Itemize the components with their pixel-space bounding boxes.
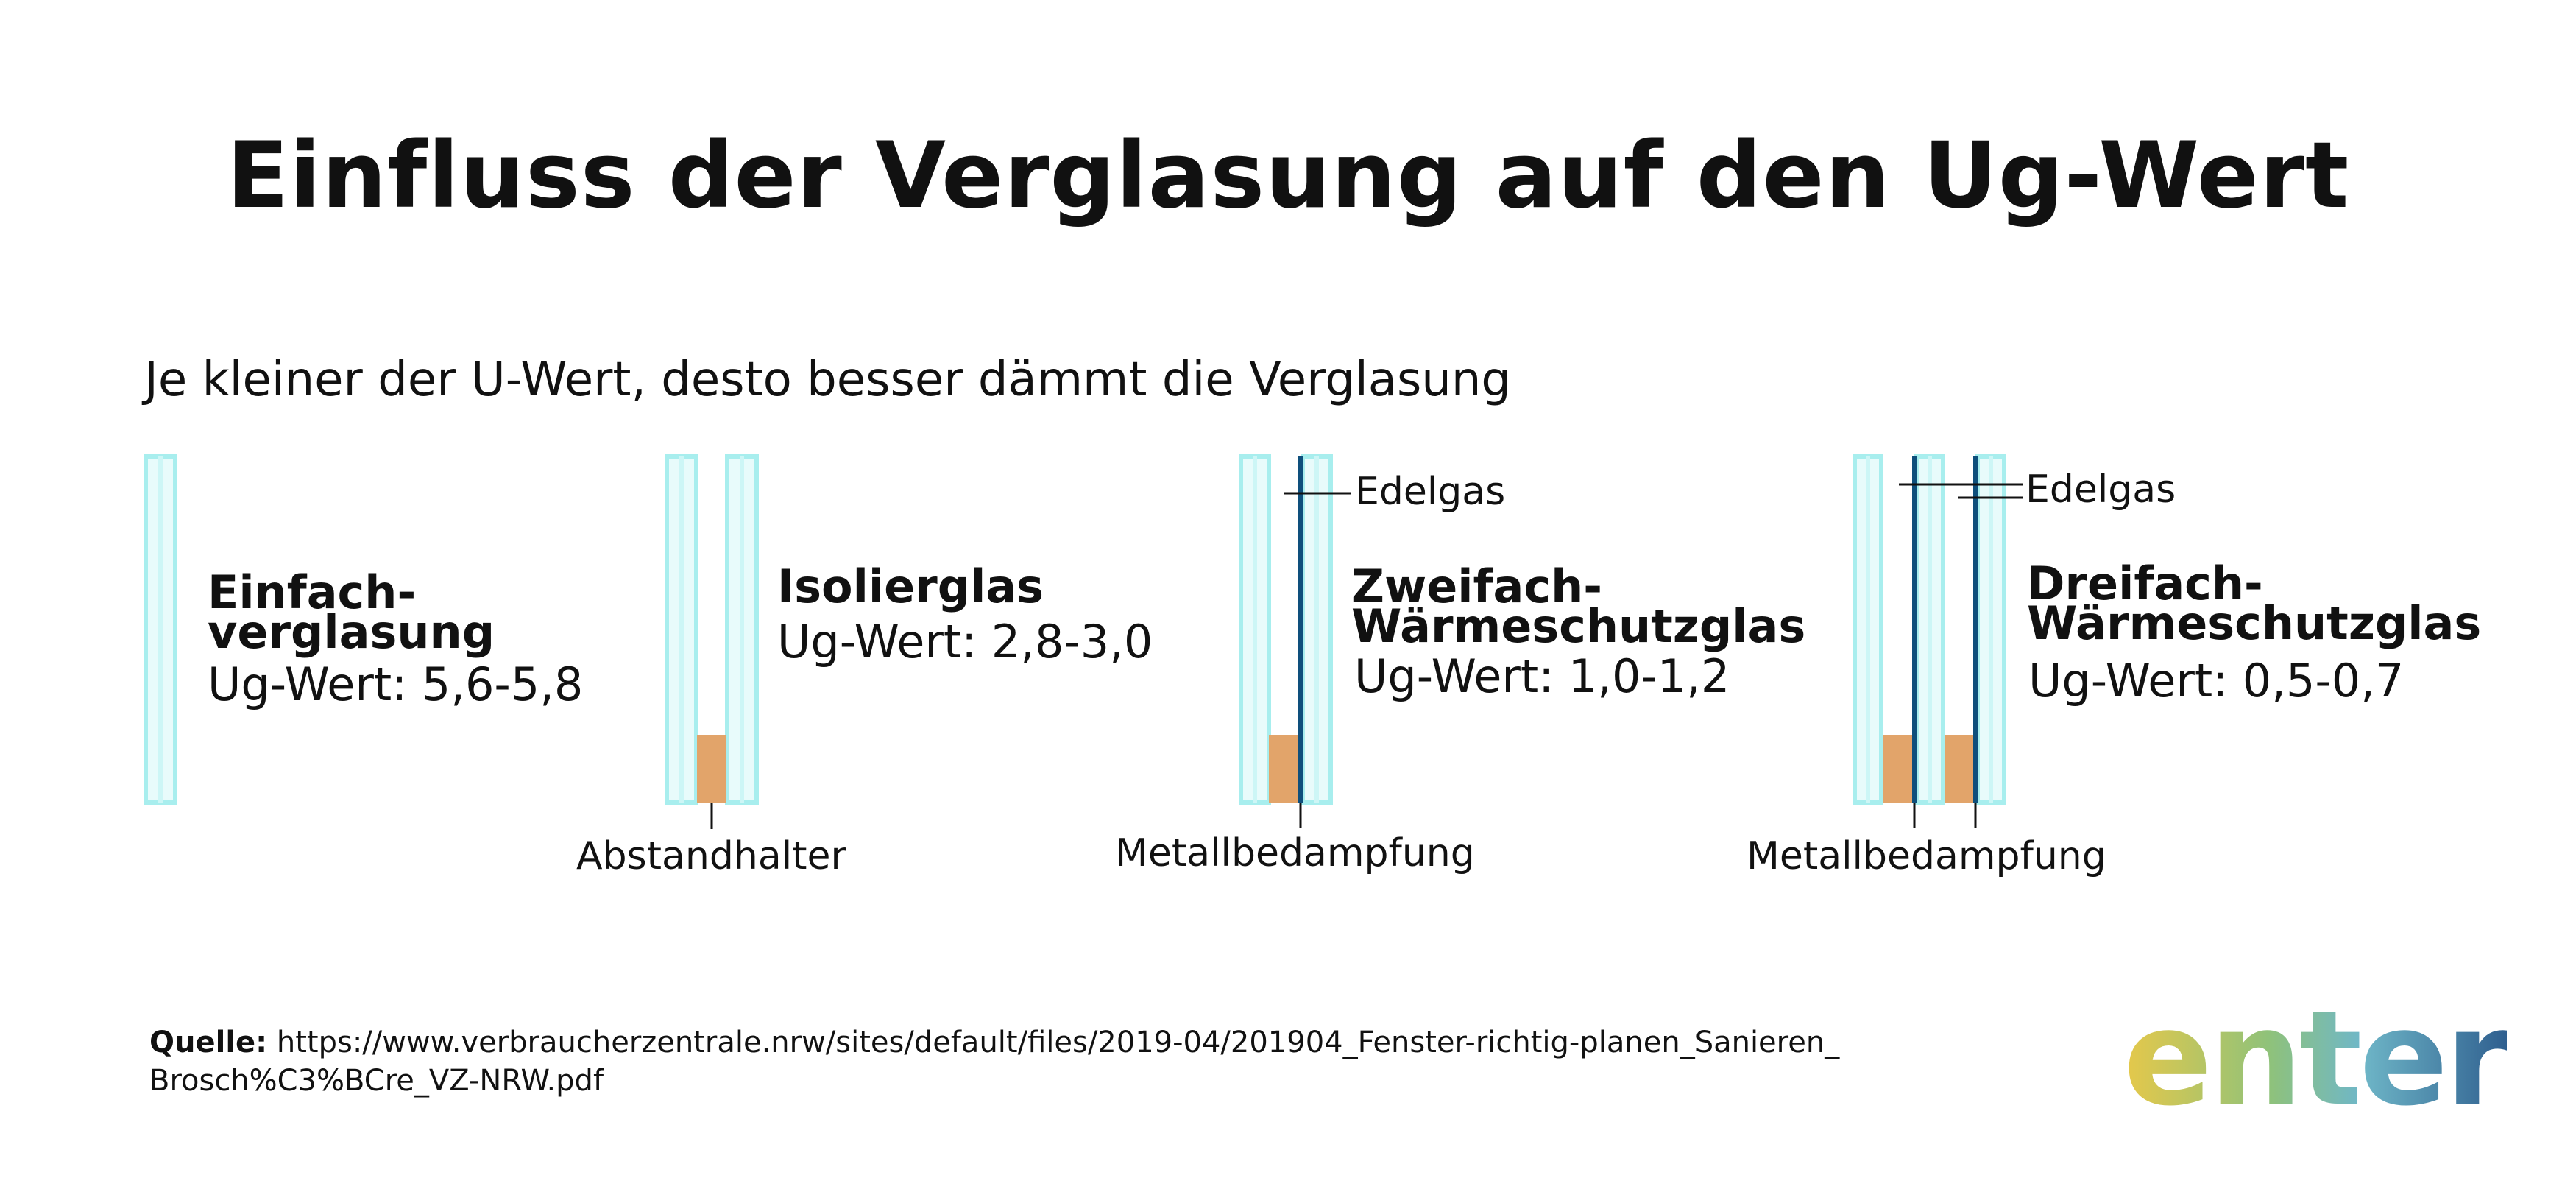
insulating-glass-illustration	[665, 454, 759, 829]
enter-logo: enter	[2123, 982, 2510, 1135]
item-1-ug-value: Ug-Wert: 5,6-5,8	[208, 657, 584, 711]
item-4-name-line2: Wärmeschutzglas	[2027, 596, 2482, 650]
item-1-name-line2: verglasung	[208, 605, 495, 659]
item-4-coating-label: Metallbedampfung	[1747, 834, 2106, 878]
spacer-block	[1945, 735, 1974, 803]
item-4-ug-value: Ug-Wert: 0,5-0,7	[2028, 654, 2405, 708]
item-4-name-line1: Dreifach-	[2027, 557, 2263, 610]
item-2-name: Isolierglas	[777, 560, 1044, 613]
single-glazing-illustration	[144, 454, 177, 805]
item-3-name-line1: Zweifach-	[1351, 560, 1602, 613]
triple-thermal-glass-illustration	[1853, 454, 2023, 828]
source-label: Quelle:	[149, 1026, 268, 1059]
page-title: Einfluss der Verglasung auf den Ug-Wert	[226, 123, 2350, 229]
source-url: https://www.verbraucherzentrale.nrw/site…	[149, 1026, 1840, 1098]
metal-coating	[1298, 456, 1303, 803]
subtitle: Je kleiner der U-Wert, desto besser dämm…	[144, 353, 1512, 407]
item-3-ug-value: Ug-Wert: 1,0-1,2	[1354, 649, 1730, 703]
item-3-coating-label: Metallbedampfung	[1115, 831, 1475, 875]
metal-coating	[1973, 456, 1978, 803]
source-note: Quelle: https://www.verbraucherzentrale.…	[149, 1023, 2063, 1100]
spacer-block	[1883, 735, 1912, 803]
item-3-gas-label: Edelgas	[1355, 470, 1506, 514]
item-1-name-line1: Einfach-	[208, 565, 417, 619]
metal-coating	[1912, 456, 1917, 803]
item-2-spacer-label: Abstandhalter	[576, 834, 846, 878]
double-thermal-glass-illustration	[1239, 454, 1351, 828]
item-3-name-line2: Wärmeschutzglas	[1351, 599, 1806, 653]
item-4-gas-label: Edelgas	[2025, 468, 2176, 512]
spacer-block	[1269, 735, 1300, 803]
item-2-ug-value: Ug-Wert: 2,8-3,0	[777, 615, 1153, 669]
spacer-block	[697, 735, 726, 803]
